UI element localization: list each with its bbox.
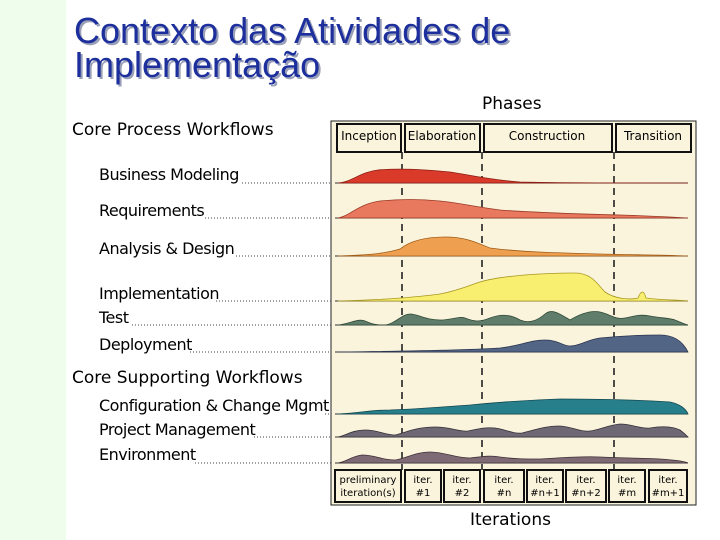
left-decorative-strip — [0, 0, 66, 540]
core-supporting-header: Core Supporting Workflows — [72, 368, 303, 388]
iteration-line2: #m — [618, 488, 636, 499]
phase-box-transition — [615, 123, 692, 153]
business-modeling-curve — [337, 168, 689, 184]
workflow-label-analysis-design: Analysis & Design — [99, 239, 235, 258]
phase-label-construction: Construction — [509, 129, 585, 143]
slide-title: Contexto das Atividades de Implementação — [74, 10, 511, 85]
iteration-line2: #n+1 — [530, 488, 559, 499]
iteration-line1: iter. — [452, 475, 471, 486]
test-curve — [337, 311, 689, 326]
phase-label-inception: Inception — [341, 129, 397, 143]
iteration-line2: #m+1 — [652, 488, 685, 499]
iteration-line2: #n+2 — [571, 488, 600, 499]
phase-box-inception — [336, 123, 402, 153]
project-management-curve — [337, 423, 689, 438]
leader-lines — [132, 182, 331, 464]
iteration-line1: iter. — [658, 475, 677, 486]
iteration-line1: iter. — [494, 475, 513, 486]
workflow-label-implementation: Implementation — [99, 284, 220, 303]
iteration-line1: iter. — [413, 475, 432, 486]
iteration-line1: preliminary — [340, 475, 397, 486]
workflow-label-project-management: Project Management — [99, 420, 256, 439]
iteration-line2: #n — [497, 488, 512, 499]
requirements-curve — [337, 199, 689, 219]
diagram-panel — [330, 120, 697, 506]
iteration-line1: iter. — [576, 475, 595, 486]
phase-label-transition: Transition — [623, 129, 682, 143]
phases-label: Phases — [482, 94, 542, 114]
iteration-line1: iter. — [617, 475, 636, 486]
iteration-line2: #2 — [455, 488, 470, 499]
iteration-line2: iteration(s) — [340, 488, 395, 499]
iteration-boxes — [334, 469, 688, 503]
workflow-label-requirements: Requirements — [99, 201, 205, 220]
phase-label-elaboration: Elaboration — [408, 129, 477, 143]
iteration-labels: preliminary iteration(s) iter. #1 iter. … — [340, 475, 685, 499]
workflow-label-environment: Environment — [99, 445, 196, 464]
implementation-curve — [337, 272, 689, 302]
phase-box-elaboration — [404, 123, 481, 153]
iterations-label: Iterations — [470, 510, 551, 530]
iteration-line2: #1 — [416, 488, 431, 499]
iteration-line1: iter. — [535, 475, 554, 486]
environment-curve — [337, 451, 689, 464]
workflow-label-configuration: Configuration & Change Mgmt — [99, 396, 329, 415]
core-process-header: Core Process Workflows — [72, 120, 274, 140]
analysis-design-curve — [337, 236, 689, 257]
phase-box-construction — [483, 123, 613, 153]
configuration-curve — [337, 398, 689, 415]
workflow-label-business-modeling: Business Modeling — [99, 165, 239, 184]
workflow-label-test: Test — [99, 308, 129, 327]
workflow-label-deployment: Deployment — [99, 335, 192, 354]
deployment-curve — [337, 334, 689, 353]
